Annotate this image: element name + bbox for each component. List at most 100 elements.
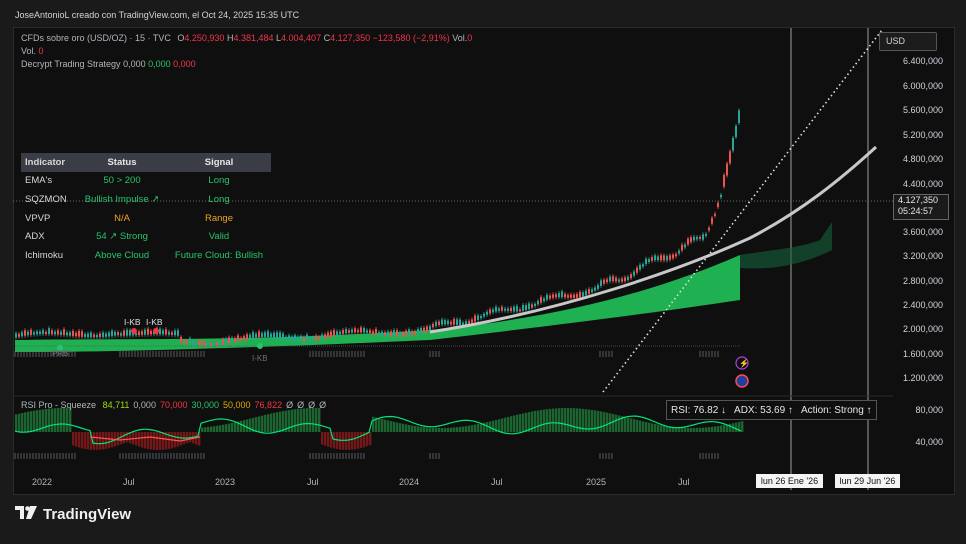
- candle-body: [486, 311, 488, 315]
- squeeze-bar: [501, 418, 504, 432]
- candle-body: [213, 342, 215, 346]
- time-axis-label: Jul: [307, 477, 319, 487]
- squeeze-bar: [30, 411, 33, 432]
- candle-body: [420, 327, 422, 333]
- indicator-row: ADX 54 ↗ Strong Valid: [21, 227, 271, 246]
- currency-button[interactable]: USD: [879, 32, 937, 51]
- candle-body: [102, 332, 104, 338]
- candle-body: [648, 259, 650, 262]
- candle-body: [72, 330, 74, 336]
- squeeze-bar: [222, 424, 225, 432]
- squeeze-bar: [204, 427, 207, 432]
- candle-body: [111, 330, 113, 337]
- candle-body: [75, 332, 77, 337]
- squeeze-bar: [615, 414, 618, 432]
- indicator-status: Bullish Impulse ↗: [84, 193, 160, 205]
- candle-body: [348, 330, 350, 333]
- indicator-signal: Range: [205, 212, 233, 224]
- indicator-name: EMA's: [25, 175, 53, 187]
- price-axis-label: 4.400,000: [902, 179, 943, 189]
- squeeze-bar: [552, 408, 555, 432]
- candle-body: [459, 319, 461, 326]
- rsi-value: 70,000: [159, 400, 188, 410]
- tradingview-mark-icon: [15, 506, 37, 523]
- squeeze-bar: [663, 425, 666, 432]
- squeeze-bar: [123, 432, 126, 444]
- candle-body: [177, 330, 179, 336]
- squeeze-bar: [345, 432, 348, 450]
- squeeze-bar: [51, 408, 54, 432]
- candle-body: [57, 330, 59, 335]
- squeeze-bar: [162, 432, 165, 450]
- candle-body: [471, 319, 473, 323]
- rsi-low-segment: [89, 436, 201, 442]
- candle-body: [117, 332, 119, 336]
- candle-body: [729, 151, 731, 164]
- price-axis-label: 3.200,000: [902, 251, 943, 261]
- candle-body: [555, 294, 557, 298]
- squeeze-bar: [105, 432, 108, 449]
- squeeze-bar: [90, 432, 93, 450]
- squeeze-bar: [429, 427, 432, 432]
- candle-body: [702, 234, 704, 240]
- candle-body: [255, 333, 257, 338]
- indicator-signal: Future Cloud: Bullish: [174, 249, 264, 261]
- squeeze-bar: [288, 410, 291, 432]
- candle-body: [333, 330, 335, 336]
- price-axis-label: 5.200,000: [902, 130, 943, 140]
- candle-body: [645, 258, 647, 264]
- time-axis-label: 2025: [586, 477, 607, 487]
- squeeze-bar: [627, 417, 630, 432]
- squeeze-bar: [420, 426, 423, 432]
- volume-line: Vol. 0: [21, 46, 44, 57]
- price-axis-label: 4.800,000: [902, 154, 943, 164]
- candle-body: [99, 333, 101, 338]
- candle-body: [171, 332, 173, 335]
- rsi-value: 30,000: [191, 400, 220, 410]
- time-axis-label: Jul: [491, 477, 503, 487]
- squeeze-bar: [225, 424, 228, 432]
- candle-body: [144, 329, 146, 335]
- candle-body: [354, 328, 356, 333]
- flash-icon[interactable]: [735, 356, 749, 370]
- candle-body: [204, 342, 206, 346]
- candle-body: [27, 331, 29, 336]
- squeeze-bar: [684, 427, 687, 432]
- squeeze-bar: [486, 422, 489, 432]
- tradingview-logo[interactable]: TradingView: [15, 506, 131, 523]
- squeeze-bar: [381, 419, 384, 432]
- candle-body: [450, 321, 452, 325]
- candle-body: [546, 294, 548, 300]
- indicator-name: Ichimoku: [25, 249, 64, 261]
- candle-body: [477, 315, 479, 320]
- squeeze-bar: [597, 410, 600, 432]
- ohlc-open: 4.250,930: [184, 33, 225, 43]
- candle-body: [483, 313, 485, 317]
- candle-body: [291, 336, 293, 341]
- indicator-signal: Long: [208, 193, 230, 205]
- indicator-row: Ichimoku Above Cloud Future Cloud: Bullish: [21, 246, 271, 265]
- squeeze-bar: [492, 420, 495, 432]
- candle-body: [165, 329, 167, 335]
- candle-body: [618, 279, 620, 282]
- candle-body: [159, 328, 161, 335]
- squeeze-bar: [606, 412, 609, 432]
- candle-body: [324, 334, 326, 338]
- squeeze-bar: [474, 424, 477, 432]
- candle-body: [15, 333, 17, 338]
- candle-body: [666, 256, 668, 261]
- squeeze-bar: [534, 410, 537, 432]
- candle-body: [39, 331, 41, 335]
- squeeze-bar: [726, 424, 729, 432]
- strategy-value-2: 0,000: [148, 59, 171, 69]
- squeeze-bar: [357, 432, 360, 449]
- last-price-value: 4.127,350: [898, 195, 939, 205]
- candle-body: [624, 277, 626, 282]
- flag-icon[interactable]: [735, 374, 749, 388]
- candle-body: [267, 331, 269, 338]
- candle-body: [339, 331, 341, 335]
- squeeze-bar: [69, 408, 72, 432]
- ikb-marker-1: [131, 328, 137, 334]
- date-tag-1: lun 26 Ene '26: [756, 474, 823, 488]
- squeeze-bar: [255, 417, 258, 432]
